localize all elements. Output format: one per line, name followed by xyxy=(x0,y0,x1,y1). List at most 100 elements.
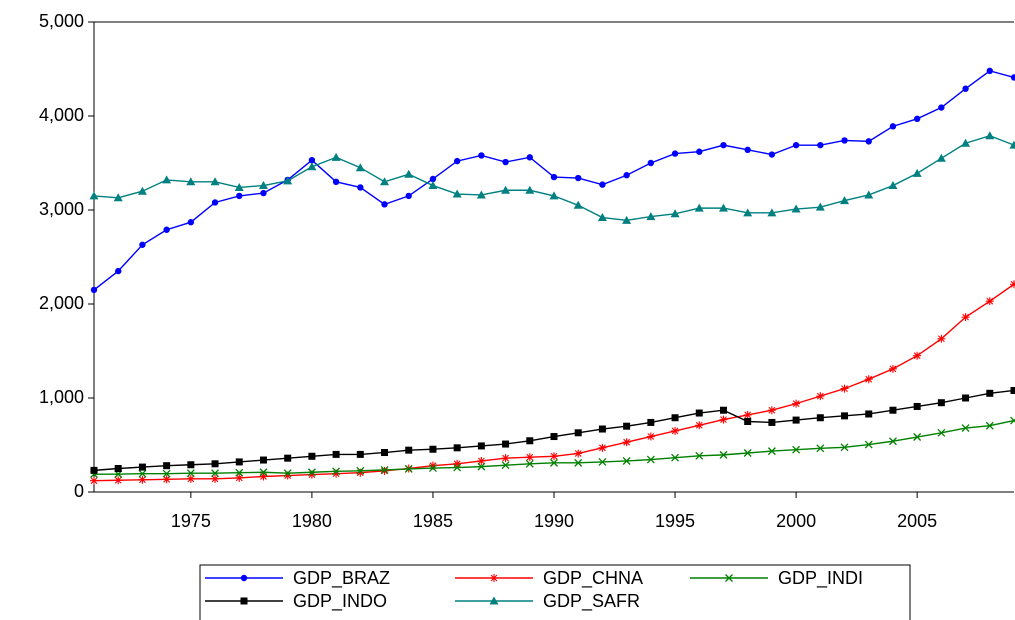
marker xyxy=(575,174,582,182)
marker xyxy=(356,468,365,477)
marker xyxy=(671,414,679,422)
marker xyxy=(695,451,704,460)
marker xyxy=(477,462,486,471)
marker xyxy=(308,156,316,164)
marker xyxy=(744,146,751,154)
marker xyxy=(163,226,170,233)
marker xyxy=(695,421,704,430)
marker xyxy=(211,474,220,483)
marker xyxy=(792,416,800,424)
marker xyxy=(428,461,437,470)
marker xyxy=(647,418,655,426)
marker xyxy=(646,212,656,221)
marker xyxy=(719,415,728,424)
marker xyxy=(332,178,340,185)
marker xyxy=(695,409,703,417)
marker xyxy=(865,138,872,145)
marker xyxy=(864,440,873,449)
y-tick-label: 5,000 xyxy=(39,11,84,31)
marker xyxy=(211,469,220,478)
marker xyxy=(670,209,680,218)
marker xyxy=(405,446,413,454)
marker xyxy=(501,461,510,470)
marker xyxy=(961,424,970,433)
marker xyxy=(597,213,607,222)
marker xyxy=(187,219,195,226)
marker xyxy=(428,464,437,472)
marker xyxy=(671,150,679,157)
legend-marker xyxy=(240,597,248,605)
marker xyxy=(598,457,607,466)
marker xyxy=(260,189,267,197)
marker xyxy=(186,469,195,478)
marker xyxy=(501,185,511,194)
marker xyxy=(477,442,485,450)
marker xyxy=(332,469,341,478)
marker xyxy=(549,191,559,200)
marker xyxy=(1009,140,1015,149)
legend-marker xyxy=(240,574,248,582)
marker xyxy=(598,425,606,433)
marker xyxy=(381,201,388,208)
marker xyxy=(599,181,606,188)
marker xyxy=(89,191,99,200)
marker xyxy=(162,175,172,184)
x-tick-label: 1985 xyxy=(413,511,453,531)
marker xyxy=(718,203,728,212)
marker xyxy=(235,458,243,466)
marker xyxy=(356,466,365,475)
marker xyxy=(477,456,486,465)
legend-label: GDP_CHNA xyxy=(543,568,643,589)
marker xyxy=(211,460,219,468)
marker xyxy=(1010,280,1015,289)
marker xyxy=(332,467,341,476)
marker xyxy=(840,443,849,452)
marker xyxy=(405,192,412,200)
marker xyxy=(1010,416,1015,425)
marker xyxy=(743,449,752,457)
marker xyxy=(526,437,534,445)
marker xyxy=(841,137,848,144)
marker xyxy=(985,297,994,306)
marker xyxy=(792,399,801,408)
marker xyxy=(236,192,243,200)
marker xyxy=(865,410,873,418)
marker xyxy=(961,138,971,147)
marker xyxy=(235,468,244,477)
marker xyxy=(283,471,292,480)
marker xyxy=(913,433,922,441)
marker xyxy=(283,469,292,478)
marker xyxy=(936,153,946,162)
marker xyxy=(502,158,509,166)
marker xyxy=(671,426,680,435)
marker xyxy=(889,406,897,414)
marker xyxy=(1010,386,1015,394)
marker xyxy=(162,469,171,478)
marker xyxy=(404,465,413,473)
legend-marker xyxy=(490,574,498,582)
marker xyxy=(502,440,510,448)
marker xyxy=(864,190,874,199)
marker xyxy=(452,189,462,198)
marker xyxy=(962,394,970,402)
marker xyxy=(380,466,389,475)
marker xyxy=(889,123,897,130)
marker xyxy=(550,173,558,181)
marker xyxy=(864,375,873,384)
marker xyxy=(574,429,582,437)
marker xyxy=(573,200,583,209)
legend-box xyxy=(199,564,911,620)
y-tick-label: 0 xyxy=(74,481,84,501)
marker xyxy=(938,104,945,111)
legend-label: GDP_INDO xyxy=(293,591,387,612)
marker xyxy=(574,449,583,458)
marker xyxy=(937,428,946,437)
marker xyxy=(937,334,946,343)
marker xyxy=(986,67,993,75)
marker xyxy=(307,470,316,479)
marker xyxy=(962,85,969,92)
marker xyxy=(913,115,921,123)
series-line xyxy=(93,283,1015,482)
marker xyxy=(646,455,655,464)
